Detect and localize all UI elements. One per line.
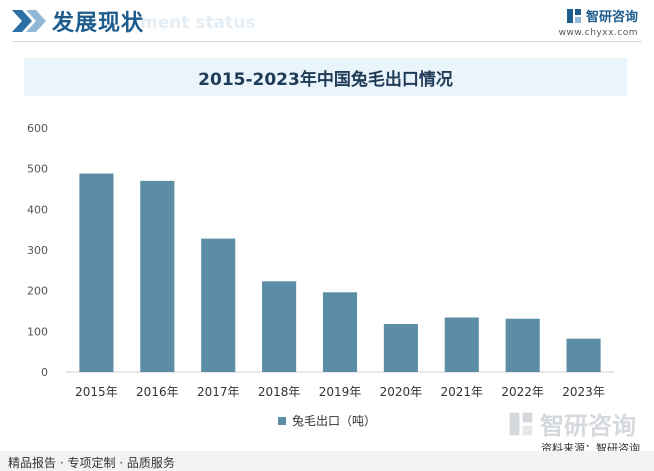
bar <box>262 281 297 372</box>
bar <box>79 173 114 372</box>
header-divider <box>12 41 642 42</box>
x-tick-label: 2023年 <box>562 385 605 399</box>
footer: 精品报告 · 专项定制 · 品质服务 <box>0 451 654 471</box>
y-tick-label: 400 <box>27 203 48 216</box>
bar <box>444 317 479 372</box>
footer-text: 精品报告 · 专项定制 · 品质服务 <box>8 456 175 470</box>
chart-title: 2015-2023年中国兔毛出口情况 <box>198 69 453 90</box>
x-tick-label: 2017年 <box>197 385 240 399</box>
watermark-text: 智研咨询 <box>540 412 636 440</box>
bar-chart: 0 100 200 300 400 500 600 2015年 2016年 2017年 2018年 2… <box>27 122 614 399</box>
y-tick-label: 600 <box>27 122 48 135</box>
watermark-logo-icon <box>509 412 533 435</box>
chart-title-band: 2015-2023年中国兔毛出口情况 <box>24 58 627 96</box>
brand-name: 智研咨询 <box>585 10 638 25</box>
chart-legend: 兔毛出口（吨） <box>0 412 654 429</box>
section-title: 发展现状 <box>52 11 145 36</box>
y-tick-label: 200 <box>27 285 48 298</box>
watermark: 智研咨询 <box>508 406 636 441</box>
y-tick-label: 0 <box>41 366 48 379</box>
brand: 智研咨询 www.chyxx.com <box>559 6 638 38</box>
y-tick-label: 500 <box>27 163 48 176</box>
bar <box>505 318 540 372</box>
x-tick-label: 2021年 <box>441 385 484 399</box>
header: ment status 发展现状 智研咨询 www.chyxx.com <box>0 0 654 44</box>
section-subtitle-ghost: ment status <box>140 13 256 33</box>
y-tick-label: 300 <box>27 244 48 257</box>
bar <box>566 338 601 372</box>
legend-label: 兔毛出口（吨） <box>291 414 376 428</box>
double-chevron-icon <box>12 10 46 32</box>
x-tick-label: 2015年 <box>75 385 118 399</box>
x-tick-label: 2016年 <box>136 385 179 399</box>
brand-url: www.chyxx.com <box>558 28 638 38</box>
zhiyan-logo-icon <box>566 8 581 23</box>
bar <box>140 180 175 372</box>
x-tick-label: 2022年 <box>501 385 544 399</box>
x-tick-label: 2019年 <box>319 385 362 399</box>
bar <box>201 238 236 372</box>
x-tick-label: 2020年 <box>380 385 423 399</box>
y-tick-label: 100 <box>27 325 48 338</box>
bar <box>322 292 358 372</box>
bar <box>383 324 418 372</box>
x-tick-label: 2018年 <box>258 385 301 399</box>
legend-swatch <box>277 416 286 425</box>
